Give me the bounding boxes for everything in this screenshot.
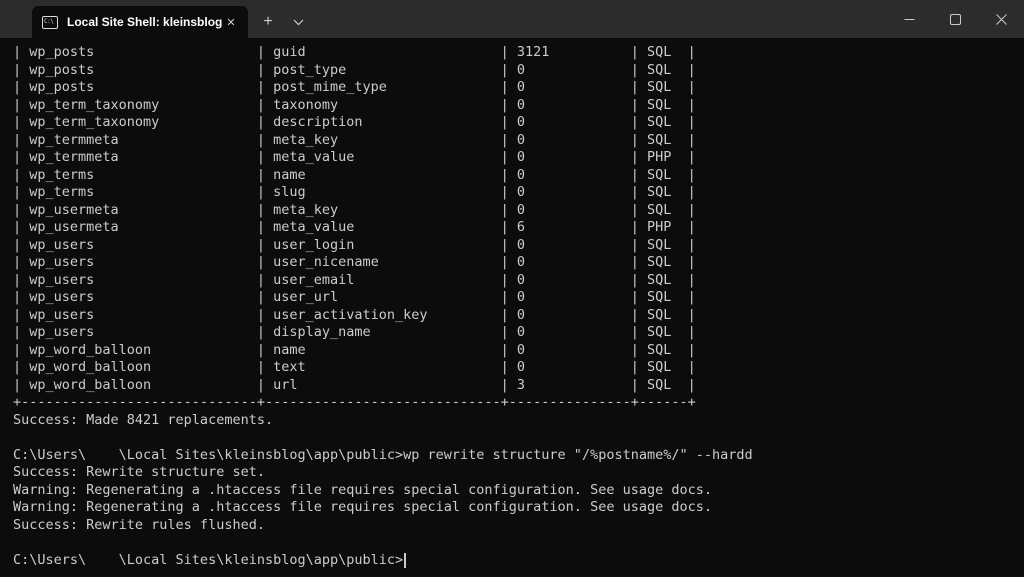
terminal-line: | wp_posts | post_mime_type | 0 | SQL | xyxy=(13,79,696,95)
terminal-line: | wp_posts | post_type | 0 | SQL | xyxy=(13,61,696,78)
terminal-line: | wp_usermeta | meta_value | 6 | PHP | xyxy=(13,219,696,235)
terminal-line: Warning: Regenerating a .htaccess file r… xyxy=(13,499,712,515)
maximize-icon xyxy=(949,13,961,25)
terminal-line: Warning: Regenerating a .htaccess file r… xyxy=(13,481,712,498)
new-tab-button[interactable]: + xyxy=(263,13,273,30)
terminal-line: | wp_terms | slug | 0 | SQL | xyxy=(13,184,696,200)
terminal-line: C:\Users\ \Local Sites\kleinsblog\app\pu… xyxy=(13,446,753,463)
terminal-line xyxy=(13,429,1016,447)
close-icon xyxy=(995,13,1007,25)
tab-local-site-shell[interactable]: C:\ Local Site Shell: kleinsblog ✕ xyxy=(32,6,248,38)
terminal-line: | wp_word_balloon | text | 0 | SQL | xyxy=(13,359,696,375)
terminal-line: | wp_posts | guid | 3121 | SQL | xyxy=(13,44,696,60)
terminal-line: | wp_users | user_url | 0 | SQL | xyxy=(13,289,696,305)
terminal-line: Success: Rewrite structure set. xyxy=(13,464,265,480)
minimize-icon xyxy=(904,14,915,25)
terminal-text: | wp_posts | guid | 3121 | SQL | | wp_pos… xyxy=(0,38,1024,569)
terminal-line: Success: Made 8421 replacements. xyxy=(13,411,274,428)
terminal-line: | wp_termmeta | meta_key | 0 | SQL | xyxy=(13,131,696,148)
tab-title: Local Site Shell: kleinsblog xyxy=(67,15,222,29)
terminal-line: | wp_users | user_login | 0 | SQL | xyxy=(13,236,696,253)
terminal-line: | wp_usermeta | meta_key | 0 | SQL | xyxy=(13,201,696,218)
terminal-line: C:\Users\ \Local Sites\kleinsblog\app\pu… xyxy=(13,552,1016,570)
terminal-output[interactable]: | wp_posts | guid | 3121 | SQL | | wp_pos… xyxy=(0,38,1024,577)
terminal-line: | wp_term_taxonomy | taxonomy | 0 | SQL … xyxy=(13,96,696,113)
tab-dropdown-button[interactable] xyxy=(284,6,312,38)
terminal-line: | wp_users | user_email | 0 | SQL | xyxy=(13,271,696,288)
minimize-button[interactable] xyxy=(886,0,932,38)
terminal-line: | wp_word_balloon | url | 3 | SQL | xyxy=(13,376,696,393)
terminal-line: | wp_users | user_activation_key | 0 | S… xyxy=(13,306,696,323)
terminal-line: | wp_word_balloon | name | 0 | SQL | xyxy=(13,341,696,358)
terminal-line: | wp_terms | name | 0 | SQL | xyxy=(13,166,696,183)
terminal-line: | wp_termmeta | meta_value | 0 | PHP | xyxy=(13,149,696,165)
titlebar-drag-area[interactable] xyxy=(312,0,886,38)
tab-close-icon[interactable]: ✕ xyxy=(226,16,236,29)
terminal-cursor xyxy=(404,552,407,568)
titlebar[interactable]: C:\ Local Site Shell: kleinsblog ✕ + xyxy=(0,0,1024,38)
cmd-prompt-icon: C:\ xyxy=(42,15,58,29)
terminal-line: +-----------------------------+---------… xyxy=(13,394,696,410)
maximize-button[interactable] xyxy=(932,0,978,38)
terminal-line: | wp_users | user_nicename | 0 | SQL | xyxy=(13,254,696,270)
terminal-line xyxy=(13,534,1016,552)
terminal-line: | wp_term_taxonomy | description | 0 | S… xyxy=(13,114,696,130)
chevron-down-icon xyxy=(293,13,304,31)
terminal-line: Success: Rewrite rules flushed. xyxy=(13,516,265,533)
terminal-line: | wp_users | display_name | 0 | SQL | xyxy=(13,324,696,340)
close-button[interactable] xyxy=(978,0,1024,38)
